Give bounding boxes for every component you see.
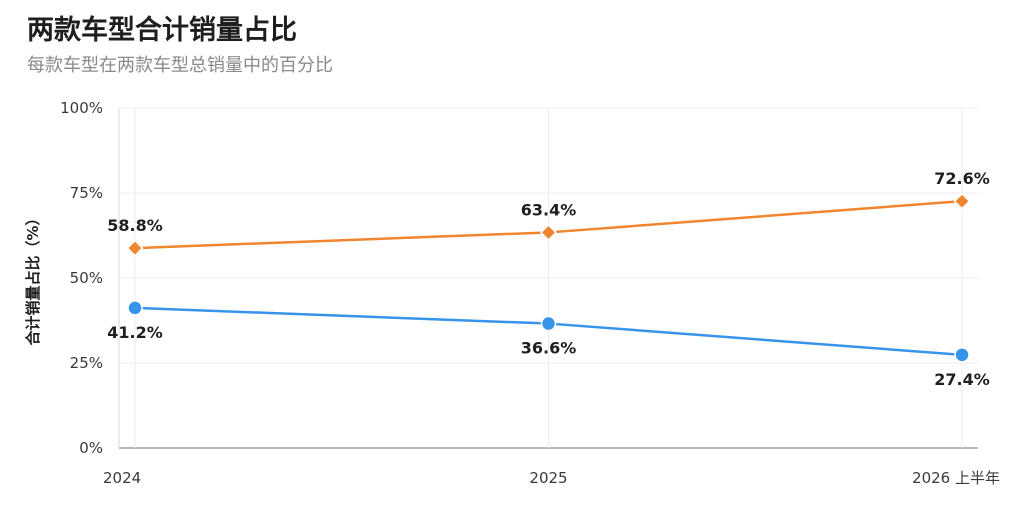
grid-layer bbox=[119, 107, 978, 449]
x-tick-label: 2026 上半年 bbox=[912, 469, 1000, 487]
data-label: 72.6% bbox=[934, 169, 990, 188]
y-tick-label: 100% bbox=[60, 99, 103, 117]
circle-marker bbox=[954, 347, 970, 363]
y-tick-label: 25% bbox=[70, 354, 103, 372]
data-label: 41.2% bbox=[107, 323, 163, 342]
data-label: 27.4% bbox=[934, 370, 990, 389]
y-tick-label: 75% bbox=[70, 184, 103, 202]
diamond-marker bbox=[953, 192, 971, 210]
axis-layer: 0% 25% 50% 75% 100% 2024 2025 2026 上半年 合计销量占比（%） bbox=[24, 99, 1000, 487]
chart-title: 两款车型合计销量占比 bbox=[27, 15, 297, 46]
diamond-marker bbox=[126, 239, 144, 257]
x-tick-label: 2025 bbox=[529, 469, 567, 487]
chart-subtitle: 每款车型在两款车型总销量中的百分比 bbox=[27, 55, 333, 76]
y-tick-label: 50% bbox=[70, 269, 103, 287]
x-tick-label: 2024 bbox=[103, 469, 141, 487]
data-label: 58.8% bbox=[107, 216, 163, 235]
diamond-marker bbox=[539, 223, 558, 242]
data-label: 36.6% bbox=[521, 339, 577, 358]
circle-marker bbox=[540, 315, 557, 332]
y-tick-label: 0% bbox=[79, 439, 103, 457]
y-axis-title: 合计销量占比（%） bbox=[24, 210, 42, 346]
label-layer: 58.8% 63.4% 72.6% 41.2% 36.6% 27.4% bbox=[107, 169, 990, 389]
series-layer bbox=[126, 192, 971, 363]
data-label: 63.4% bbox=[521, 200, 577, 219]
circle-marker bbox=[127, 300, 143, 316]
